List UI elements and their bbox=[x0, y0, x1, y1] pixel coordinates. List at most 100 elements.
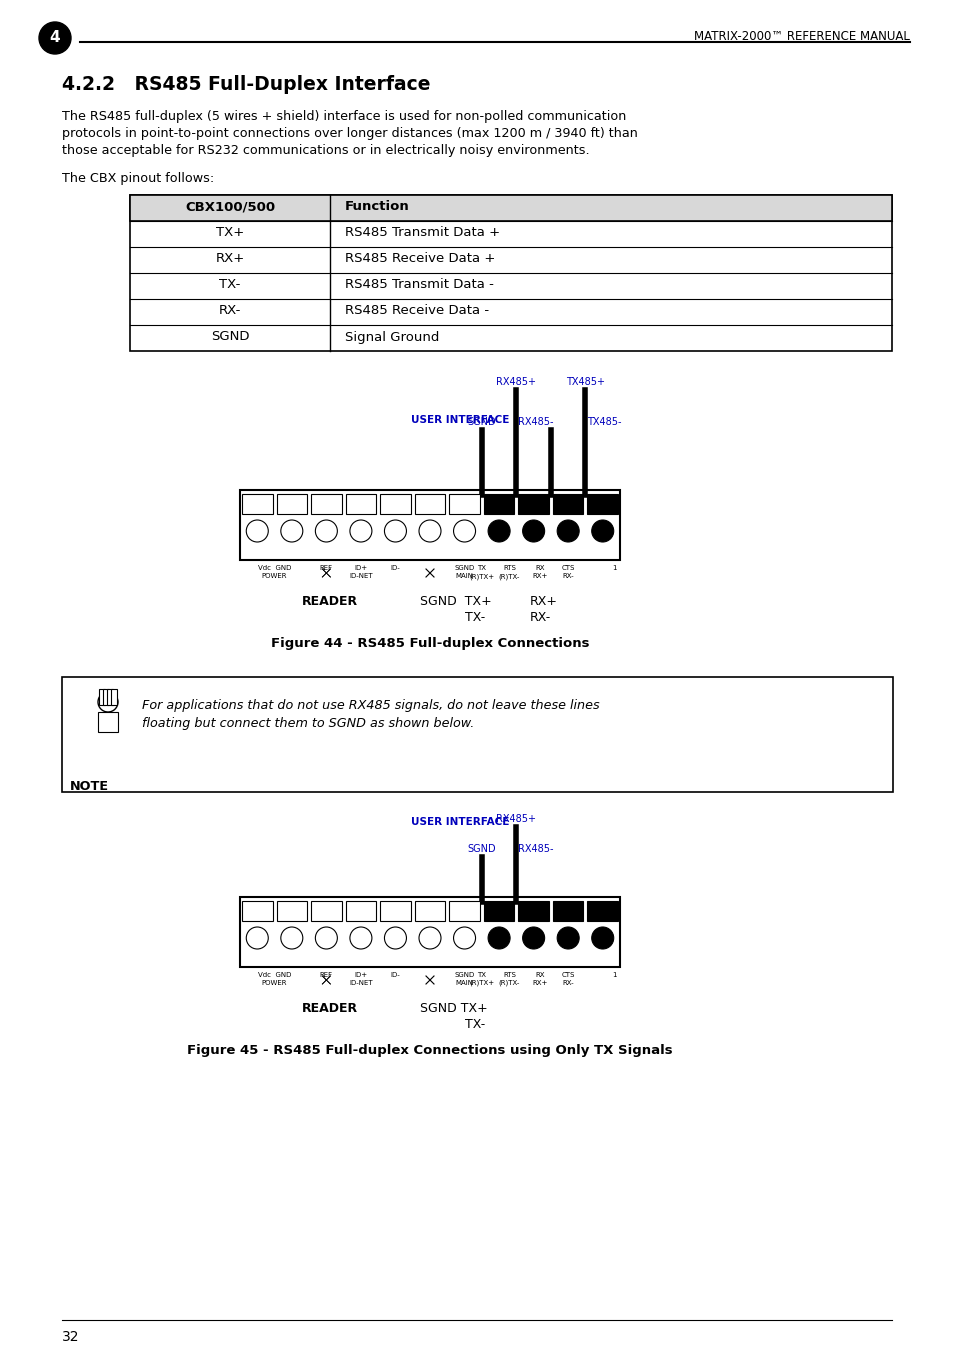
Text: TX: TX bbox=[476, 971, 486, 978]
Text: TX+: TX+ bbox=[215, 227, 244, 239]
Text: SGND: SGND bbox=[467, 844, 496, 854]
Bar bbox=[380, 494, 411, 513]
Bar bbox=[311, 494, 341, 513]
Text: RS485 Receive Data +: RS485 Receive Data + bbox=[345, 253, 495, 266]
Text: RX: RX bbox=[536, 971, 545, 978]
Text: USER INTERFACE: USER INTERFACE bbox=[411, 817, 509, 827]
Bar bbox=[242, 494, 273, 513]
Bar bbox=[345, 494, 375, 513]
Text: RX+: RX+ bbox=[533, 573, 548, 580]
Text: ID-NET: ID-NET bbox=[349, 573, 373, 580]
Text: TX-: TX- bbox=[464, 1019, 485, 1031]
Text: TX: TX bbox=[476, 565, 486, 571]
Text: REF: REF bbox=[319, 971, 333, 978]
Bar bbox=[111, 689, 117, 705]
Bar bbox=[240, 897, 619, 967]
Circle shape bbox=[453, 520, 475, 542]
Text: ID+: ID+ bbox=[354, 565, 367, 571]
Bar bbox=[276, 901, 307, 921]
Circle shape bbox=[384, 927, 406, 948]
Circle shape bbox=[315, 927, 337, 948]
Text: REF: REF bbox=[319, 565, 333, 571]
Text: RTS: RTS bbox=[502, 565, 516, 571]
Text: Figure 45 - RS485 Full-duplex Connections using Only TX Signals: Figure 45 - RS485 Full-duplex Connection… bbox=[187, 1044, 672, 1056]
Circle shape bbox=[591, 520, 613, 542]
Bar bbox=[130, 195, 891, 351]
Text: RX-: RX- bbox=[561, 979, 574, 986]
Text: floating but connect them to SGND as shown below.: floating but connect them to SGND as sho… bbox=[142, 717, 474, 730]
Text: Figure 44 - RS485 Full-duplex Connections: Figure 44 - RS485 Full-duplex Connection… bbox=[271, 638, 589, 650]
Text: (R)TX-: (R)TX- bbox=[498, 573, 519, 580]
Bar bbox=[311, 901, 341, 921]
Bar bbox=[553, 494, 583, 513]
Text: (R)TX+: (R)TX+ bbox=[469, 979, 494, 986]
Circle shape bbox=[98, 692, 118, 712]
Bar bbox=[276, 494, 307, 513]
Text: RX-: RX- bbox=[561, 573, 574, 580]
Bar bbox=[587, 494, 618, 513]
Text: TX-: TX- bbox=[464, 611, 485, 624]
Circle shape bbox=[350, 927, 372, 948]
Text: RX-: RX- bbox=[530, 611, 551, 624]
Bar bbox=[240, 490, 619, 561]
Text: 4: 4 bbox=[50, 31, 60, 46]
Text: Function: Function bbox=[345, 200, 410, 213]
Circle shape bbox=[280, 520, 302, 542]
Text: RX485-: RX485- bbox=[517, 417, 554, 427]
Bar bbox=[449, 901, 479, 921]
Bar bbox=[380, 901, 411, 921]
Text: MAIN: MAIN bbox=[456, 979, 473, 986]
Circle shape bbox=[418, 927, 440, 948]
Circle shape bbox=[315, 520, 337, 542]
Bar bbox=[483, 901, 514, 921]
Bar bbox=[242, 901, 273, 921]
Text: SGND: SGND bbox=[454, 565, 475, 571]
Text: protocols in point-to-point connections over longer distances (max 1200 m / 3940: protocols in point-to-point connections … bbox=[62, 127, 638, 141]
Text: TX-: TX- bbox=[219, 278, 240, 292]
Text: 1: 1 bbox=[612, 565, 617, 571]
Circle shape bbox=[350, 520, 372, 542]
Text: RX485+: RX485+ bbox=[496, 815, 536, 824]
Text: READER: READER bbox=[301, 594, 357, 608]
Text: POWER: POWER bbox=[261, 979, 287, 986]
Circle shape bbox=[280, 927, 302, 948]
Text: Signal Ground: Signal Ground bbox=[345, 331, 439, 343]
Text: RX: RX bbox=[536, 565, 545, 571]
Text: (R)TX+: (R)TX+ bbox=[469, 573, 494, 580]
Circle shape bbox=[246, 520, 268, 542]
Text: The CBX pinout follows:: The CBX pinout follows: bbox=[62, 172, 214, 185]
Text: SGND: SGND bbox=[467, 417, 496, 427]
Text: ID-: ID- bbox=[390, 971, 400, 978]
Text: USER INTERFACE: USER INTERFACE bbox=[411, 415, 509, 426]
Text: RX485+: RX485+ bbox=[496, 377, 536, 386]
Circle shape bbox=[591, 927, 613, 948]
Text: RS485 Transmit Data +: RS485 Transmit Data + bbox=[345, 227, 499, 239]
Circle shape bbox=[522, 927, 544, 948]
Bar bbox=[415, 901, 445, 921]
Bar bbox=[62, 677, 892, 792]
Bar bbox=[99, 689, 105, 705]
Text: MAIN: MAIN bbox=[456, 573, 473, 580]
Text: For applications that do not use RX485 signals, do not leave these lines: For applications that do not use RX485 s… bbox=[142, 698, 599, 712]
Text: SGND: SGND bbox=[454, 971, 475, 978]
Text: 32: 32 bbox=[62, 1329, 79, 1344]
Text: CBX100/500: CBX100/500 bbox=[185, 200, 274, 213]
Text: SGND: SGND bbox=[211, 331, 249, 343]
Bar bbox=[449, 494, 479, 513]
Circle shape bbox=[246, 927, 268, 948]
Bar bbox=[483, 494, 514, 513]
Text: RX+: RX+ bbox=[530, 594, 558, 608]
Circle shape bbox=[488, 520, 510, 542]
Text: TX485-: TX485- bbox=[587, 417, 621, 427]
Bar bbox=[98, 712, 118, 732]
Text: RX485-: RX485- bbox=[517, 844, 554, 854]
Text: (R)TX-: (R)TX- bbox=[498, 979, 519, 986]
Bar bbox=[103, 689, 109, 705]
Circle shape bbox=[522, 520, 544, 542]
Bar bbox=[517, 494, 548, 513]
Text: NOTE: NOTE bbox=[70, 780, 109, 793]
Bar bbox=[587, 901, 618, 921]
Text: SGND TX+: SGND TX+ bbox=[419, 1002, 487, 1015]
Circle shape bbox=[418, 520, 440, 542]
Text: RX+: RX+ bbox=[215, 253, 244, 266]
